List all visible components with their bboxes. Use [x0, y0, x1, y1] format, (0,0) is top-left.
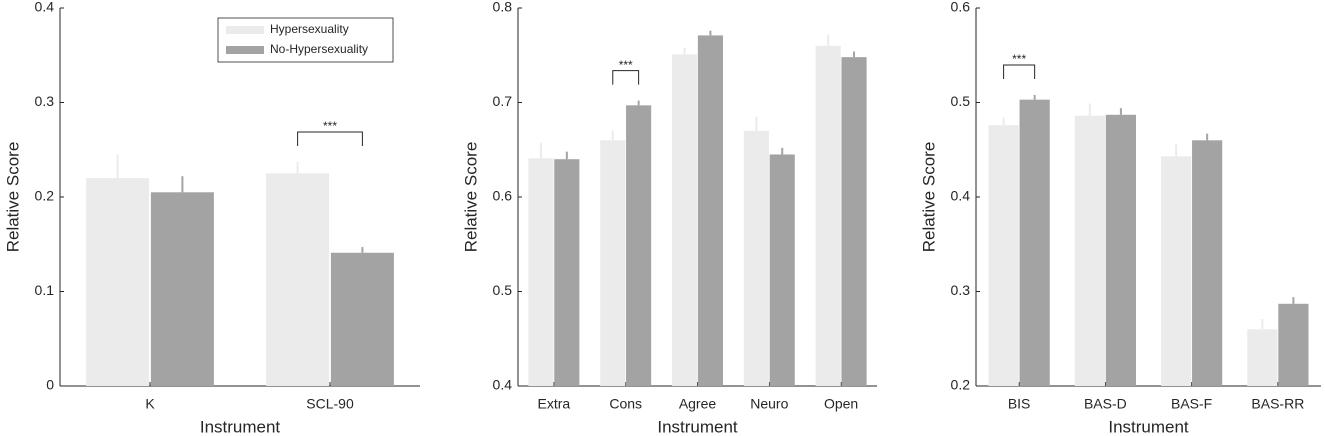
- x-tick-label: BAS-D: [1084, 396, 1127, 412]
- significance-bracket: [612, 70, 640, 85]
- bar: [1105, 114, 1136, 386]
- bar: [697, 35, 723, 386]
- y-tick-label: 0.3: [951, 282, 971, 298]
- x-tick-label: Cons: [609, 396, 642, 412]
- legend-label: Hypersexuality: [270, 22, 349, 36]
- bar: [150, 192, 214, 386]
- x-tick-label: Extra: [538, 396, 571, 412]
- y-tick-label: 0.7: [493, 93, 513, 109]
- legend: Hypersexuality No-Hypersexuality: [217, 17, 394, 63]
- y-tick-label: 0.5: [493, 282, 513, 298]
- bar: [266, 173, 330, 386]
- y-tick-label: 0.4: [35, 0, 55, 15]
- x-axis-label: Instrument: [200, 417, 281, 436]
- bar: [743, 130, 769, 386]
- significance-label: ***: [323, 119, 337, 133]
- y-tick-label: 0.6: [951, 0, 971, 15]
- bar: [554, 159, 580, 386]
- bar: [1192, 140, 1223, 386]
- y-axis-label: Relative Score: [461, 142, 480, 253]
- bar: [626, 105, 652, 387]
- y-tick-label: 0.4: [951, 188, 971, 204]
- x-axis-label: Instrument: [657, 417, 738, 436]
- y-tick-label: 0.3: [35, 93, 55, 109]
- bar: [769, 154, 795, 386]
- x-tick-label: Agree: [679, 396, 717, 412]
- bar: [1247, 329, 1278, 386]
- legend-box: [217, 17, 394, 63]
- x-tick-label: BAS-RR: [1251, 396, 1304, 412]
- y-tick-label: 0.1: [35, 282, 55, 298]
- x-tick-label: Open: [824, 396, 858, 412]
- y-tick-label: 0.2: [35, 188, 55, 204]
- y-tick-label: 0.5: [951, 93, 971, 109]
- significance-bracket: [297, 131, 363, 147]
- x-tick-label: BAS-F: [1171, 396, 1212, 412]
- bar: [600, 140, 626, 386]
- bar: [528, 158, 554, 386]
- y-tick-label: 0: [46, 377, 54, 393]
- y-axis-label: Relative Score: [919, 142, 938, 253]
- bar: [841, 57, 867, 386]
- y-tick-label: 0.4: [493, 377, 513, 393]
- bar: [1019, 99, 1050, 386]
- x-tick-label: SCL-90: [306, 396, 354, 412]
- bar: [988, 125, 1019, 387]
- bar: [1074, 115, 1105, 386]
- significance-label: ***: [619, 58, 633, 72]
- significance-label: ***: [1012, 52, 1026, 66]
- legend-label: No-Hypersexuality: [270, 42, 368, 56]
- bar: [672, 54, 698, 387]
- y-tick-label: 0.6: [493, 188, 513, 204]
- significance-bracket: [1003, 64, 1036, 79]
- y-tick-label: 0.2: [951, 377, 971, 393]
- x-tick-label: BIS: [1008, 396, 1031, 412]
- bar: [1278, 303, 1309, 386]
- bar: [1161, 156, 1192, 386]
- y-tick-label: 0.8: [493, 0, 513, 15]
- x-tick-label: Neuro: [750, 396, 788, 412]
- bar: [815, 45, 841, 387]
- x-axis-label: Instrument: [1108, 417, 1189, 436]
- bar: [330, 252, 394, 386]
- bar: [86, 178, 150, 386]
- y-axis-label: Relative Score: [3, 142, 22, 253]
- x-tick-label: K: [145, 396, 155, 412]
